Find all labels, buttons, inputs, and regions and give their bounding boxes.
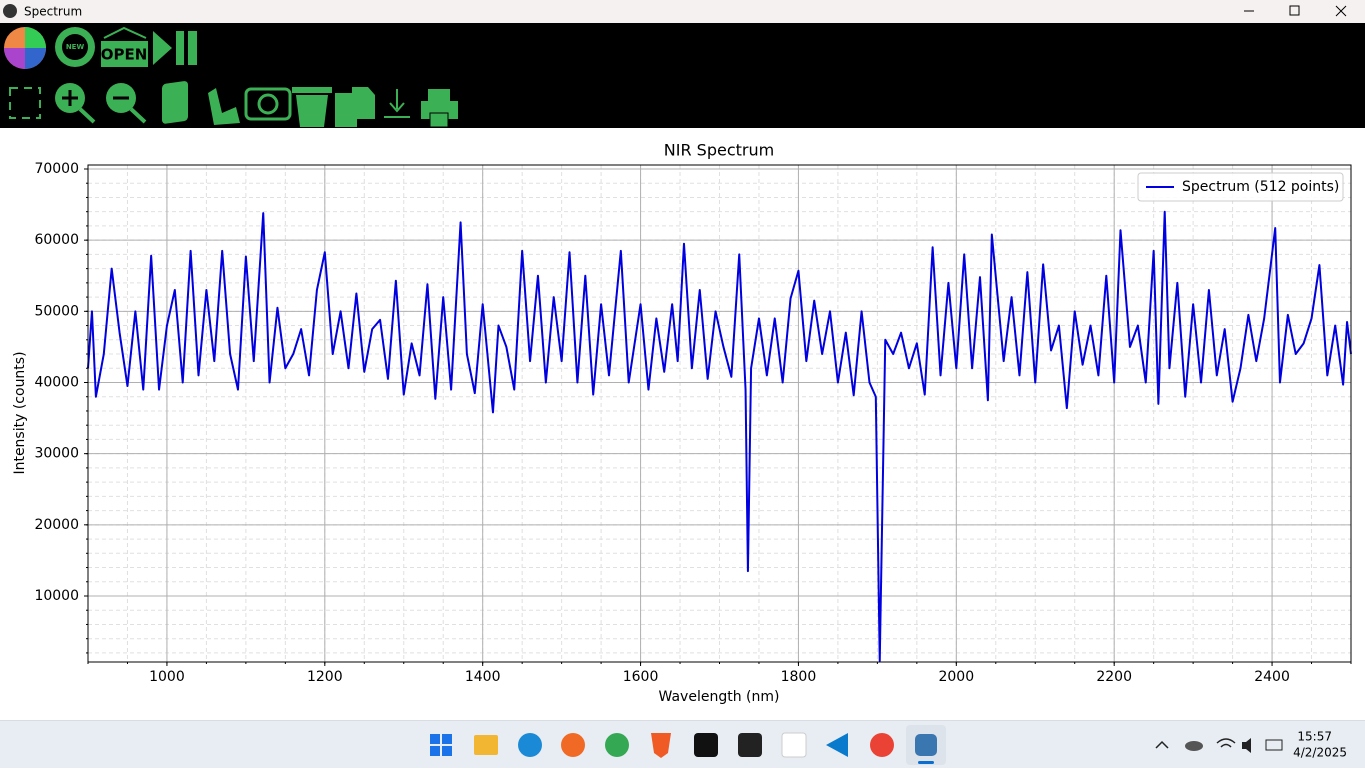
x-tick-label: 1200 (307, 669, 343, 685)
fit-button[interactable] (9, 87, 41, 119)
x-tick-label: 2400 (1254, 669, 1290, 685)
chart: NIR Spectrum Wavelength (nm) Intensity (… (0, 128, 1365, 720)
x-tick-label: 1600 (623, 669, 659, 685)
legend-label: Spectrum (512 points) (1182, 179, 1339, 195)
vscode-icon[interactable] (826, 733, 848, 757)
download-button[interactable] (384, 89, 410, 118)
brave-icon[interactable] (651, 733, 671, 758)
print-button[interactable] (421, 89, 458, 128)
new-button[interactable]: NEW (55, 27, 95, 67)
battery-icon[interactable] (1265, 739, 1283, 751)
wifi-icon[interactable] (1216, 738, 1236, 748)
y-tick-label: 20000 (34, 517, 79, 533)
toolbar: NEW OPEN (0, 23, 1365, 128)
delete-button[interactable] (292, 87, 332, 127)
zoom-out-button[interactable] (106, 83, 147, 124)
x-tick-label: 1800 (781, 669, 817, 685)
y-tick-label: 60000 (34, 232, 79, 248)
y-tick-label: 10000 (34, 588, 79, 604)
start-button[interactable] (430, 734, 452, 756)
chart-background (0, 128, 1365, 720)
explorer-icon[interactable] (474, 735, 498, 755)
snapshot-button[interactable] (244, 87, 292, 121)
copy-button[interactable] (335, 87, 375, 127)
app-icon-1[interactable] (694, 733, 718, 757)
clock-time[interactable]: 15:57 (1297, 730, 1332, 744)
chart-title: NIR Spectrum (664, 141, 774, 160)
title-bar-graphics: Spectrum (3, 4, 1347, 19)
maximize-button[interactable] (1289, 5, 1300, 16)
tray-chevron[interactable] (1155, 740, 1169, 749)
x-axis-label: Wavelength (nm) (659, 689, 780, 705)
legend-box (1137, 172, 1344, 202)
x-tick-label: 1000 (149, 669, 185, 685)
y-tick-label: 30000 (34, 446, 79, 462)
clock-date[interactable]: 4/2/2025 (1293, 746, 1347, 760)
y-axis-label: Intensity (counts) (12, 351, 28, 474)
app-icon-3[interactable] (781, 732, 807, 758)
x-tick-label: 2200 (1096, 669, 1132, 685)
cloud-icon[interactable] (1185, 741, 1203, 751)
zoom-in-button[interactable] (55, 83, 96, 124)
x-tick-label: 1400 (465, 669, 501, 685)
toolbar-icons: NEW OPEN (4, 26, 458, 128)
firefox-icon[interactable] (561, 733, 585, 757)
open-label: OPEN (101, 46, 148, 64)
y-tick-label: 40000 (34, 374, 79, 390)
title-bar: Spectrum (0, 0, 1365, 23)
play-button[interactable] (153, 31, 172, 65)
y-tick-label: 50000 (34, 303, 79, 319)
window-title: Spectrum (24, 5, 82, 19)
app-icon (3, 4, 17, 18)
python-icon (915, 734, 937, 756)
x-tick-label: 2000 (938, 669, 974, 685)
app-icon-2[interactable] (738, 733, 762, 757)
pointer-button[interactable] (208, 88, 240, 125)
active-indicator (918, 761, 934, 764)
chrome-icon-2[interactable] (870, 733, 894, 757)
eraser-button[interactable] (162, 81, 188, 125)
plot-frame (87, 164, 1352, 663)
volume-icon[interactable] (1242, 738, 1251, 753)
close-button[interactable] (1335, 5, 1347, 17)
taskbar-graphics: 15:57 4/2/2025 (430, 725, 1347, 765)
y-tick-label: 70000 (34, 161, 79, 177)
taskbar: 15:57 4/2/2025 (0, 720, 1365, 768)
open-button[interactable]: OPEN (101, 26, 148, 67)
new-label: NEW (66, 43, 85, 51)
pause-button[interactable] (176, 31, 197, 65)
chrome-icon[interactable] (605, 733, 629, 757)
edge-icon[interactable] (518, 733, 542, 757)
spectrum-line (87, 210, 1352, 662)
color-wheel-button[interactable] (4, 27, 46, 69)
